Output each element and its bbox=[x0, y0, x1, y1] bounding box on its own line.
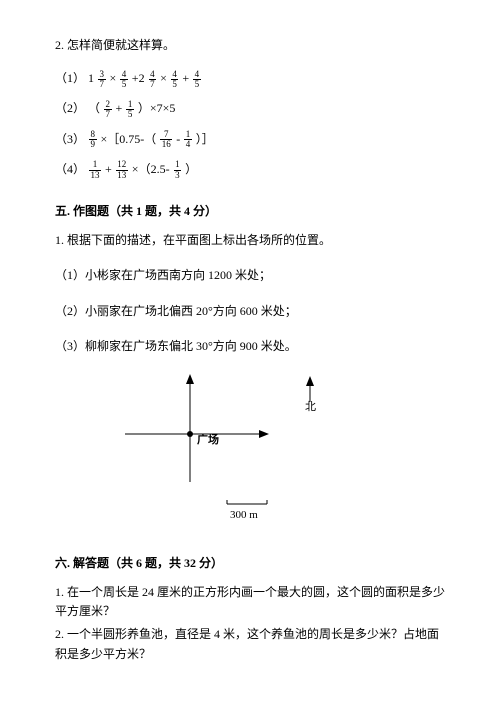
section5-sub-2: （2）小丽家在广场北偏西 20°方向 600 米处； bbox=[55, 302, 445, 321]
map-diagram: 广场 北 300 m bbox=[115, 372, 355, 532]
frac: 45 bbox=[193, 70, 201, 90]
frac: 113 bbox=[89, 160, 101, 180]
t: + bbox=[105, 162, 115, 176]
frac: 45 bbox=[120, 70, 128, 90]
frac: 27 bbox=[104, 100, 112, 120]
t: （ bbox=[88, 101, 100, 115]
t: + bbox=[116, 101, 126, 115]
map-center-label: 广场 bbox=[197, 432, 219, 450]
section6-item-1: 1. 在一个周长是 24 厘米的正方形内画一个最大的圆，这个圆的面积是多少平方厘… bbox=[55, 583, 445, 621]
t: + bbox=[182, 71, 192, 85]
map-north-label: 北 bbox=[305, 399, 316, 417]
frac: 716 bbox=[160, 130, 172, 150]
t: ×［0.75-（ bbox=[101, 132, 157, 146]
expr2-label: （2） bbox=[55, 101, 85, 115]
frac: 45 bbox=[171, 70, 179, 90]
section5-head: 五. 作图题（共 1 题，共 4 分） bbox=[55, 202, 445, 221]
q2-expr-2: （2） （ 27 + 15 ）×7×5 bbox=[55, 99, 445, 119]
frac: 37 bbox=[98, 70, 106, 90]
t: ）×7×5 bbox=[138, 101, 176, 115]
frac: 14 bbox=[184, 130, 192, 150]
q2-expr-1: （1） 1 37 × 45 +2 47 × 45 + 45 bbox=[55, 69, 445, 89]
t: ） bbox=[185, 162, 197, 176]
q2-expr-3: （3） 89 ×［0.75-（ 716 - 14 ）］ bbox=[55, 130, 445, 150]
expr3-label: （3） bbox=[55, 132, 85, 146]
t: ×（2.5- bbox=[132, 162, 170, 176]
frac: 15 bbox=[126, 100, 134, 120]
frac: 89 bbox=[89, 130, 97, 150]
t: 1 bbox=[88, 71, 94, 85]
q2-title: 2. 怎样简便就这样算。 bbox=[55, 36, 445, 55]
section6-head: 六. 解答题（共 6 题，共 32 分） bbox=[55, 554, 445, 573]
frac: 13 bbox=[174, 160, 182, 180]
t: × bbox=[160, 71, 170, 85]
section5-sub-1: （1）小彬家在广场西南方向 1200 米处； bbox=[55, 266, 445, 285]
t: ）］ bbox=[196, 132, 214, 146]
q2-expr-4: （4） 113 + 1213 ×（2.5- 13 ） bbox=[55, 160, 445, 180]
section5-main: 1. 根据下面的描述，在平面图上标出各场所的位置。 bbox=[55, 231, 445, 250]
t: - bbox=[176, 132, 183, 146]
section6-item-2: 2. 一个半圆形养鱼池，直径是 4 米，这个养鱼池的周长是多少米？占地面积是多少… bbox=[55, 625, 445, 663]
expr4-label: （4） bbox=[55, 162, 85, 176]
expr1-label: （1） bbox=[55, 71, 85, 85]
t: +2 bbox=[132, 71, 145, 85]
frac: 47 bbox=[149, 70, 157, 90]
map-scale-label: 300 m bbox=[230, 507, 258, 525]
t: × bbox=[110, 71, 120, 85]
frac: 1213 bbox=[116, 160, 128, 180]
section5-sub-3: （3）柳柳家在广场东偏北 30°方向 900 米处。 bbox=[55, 337, 445, 356]
